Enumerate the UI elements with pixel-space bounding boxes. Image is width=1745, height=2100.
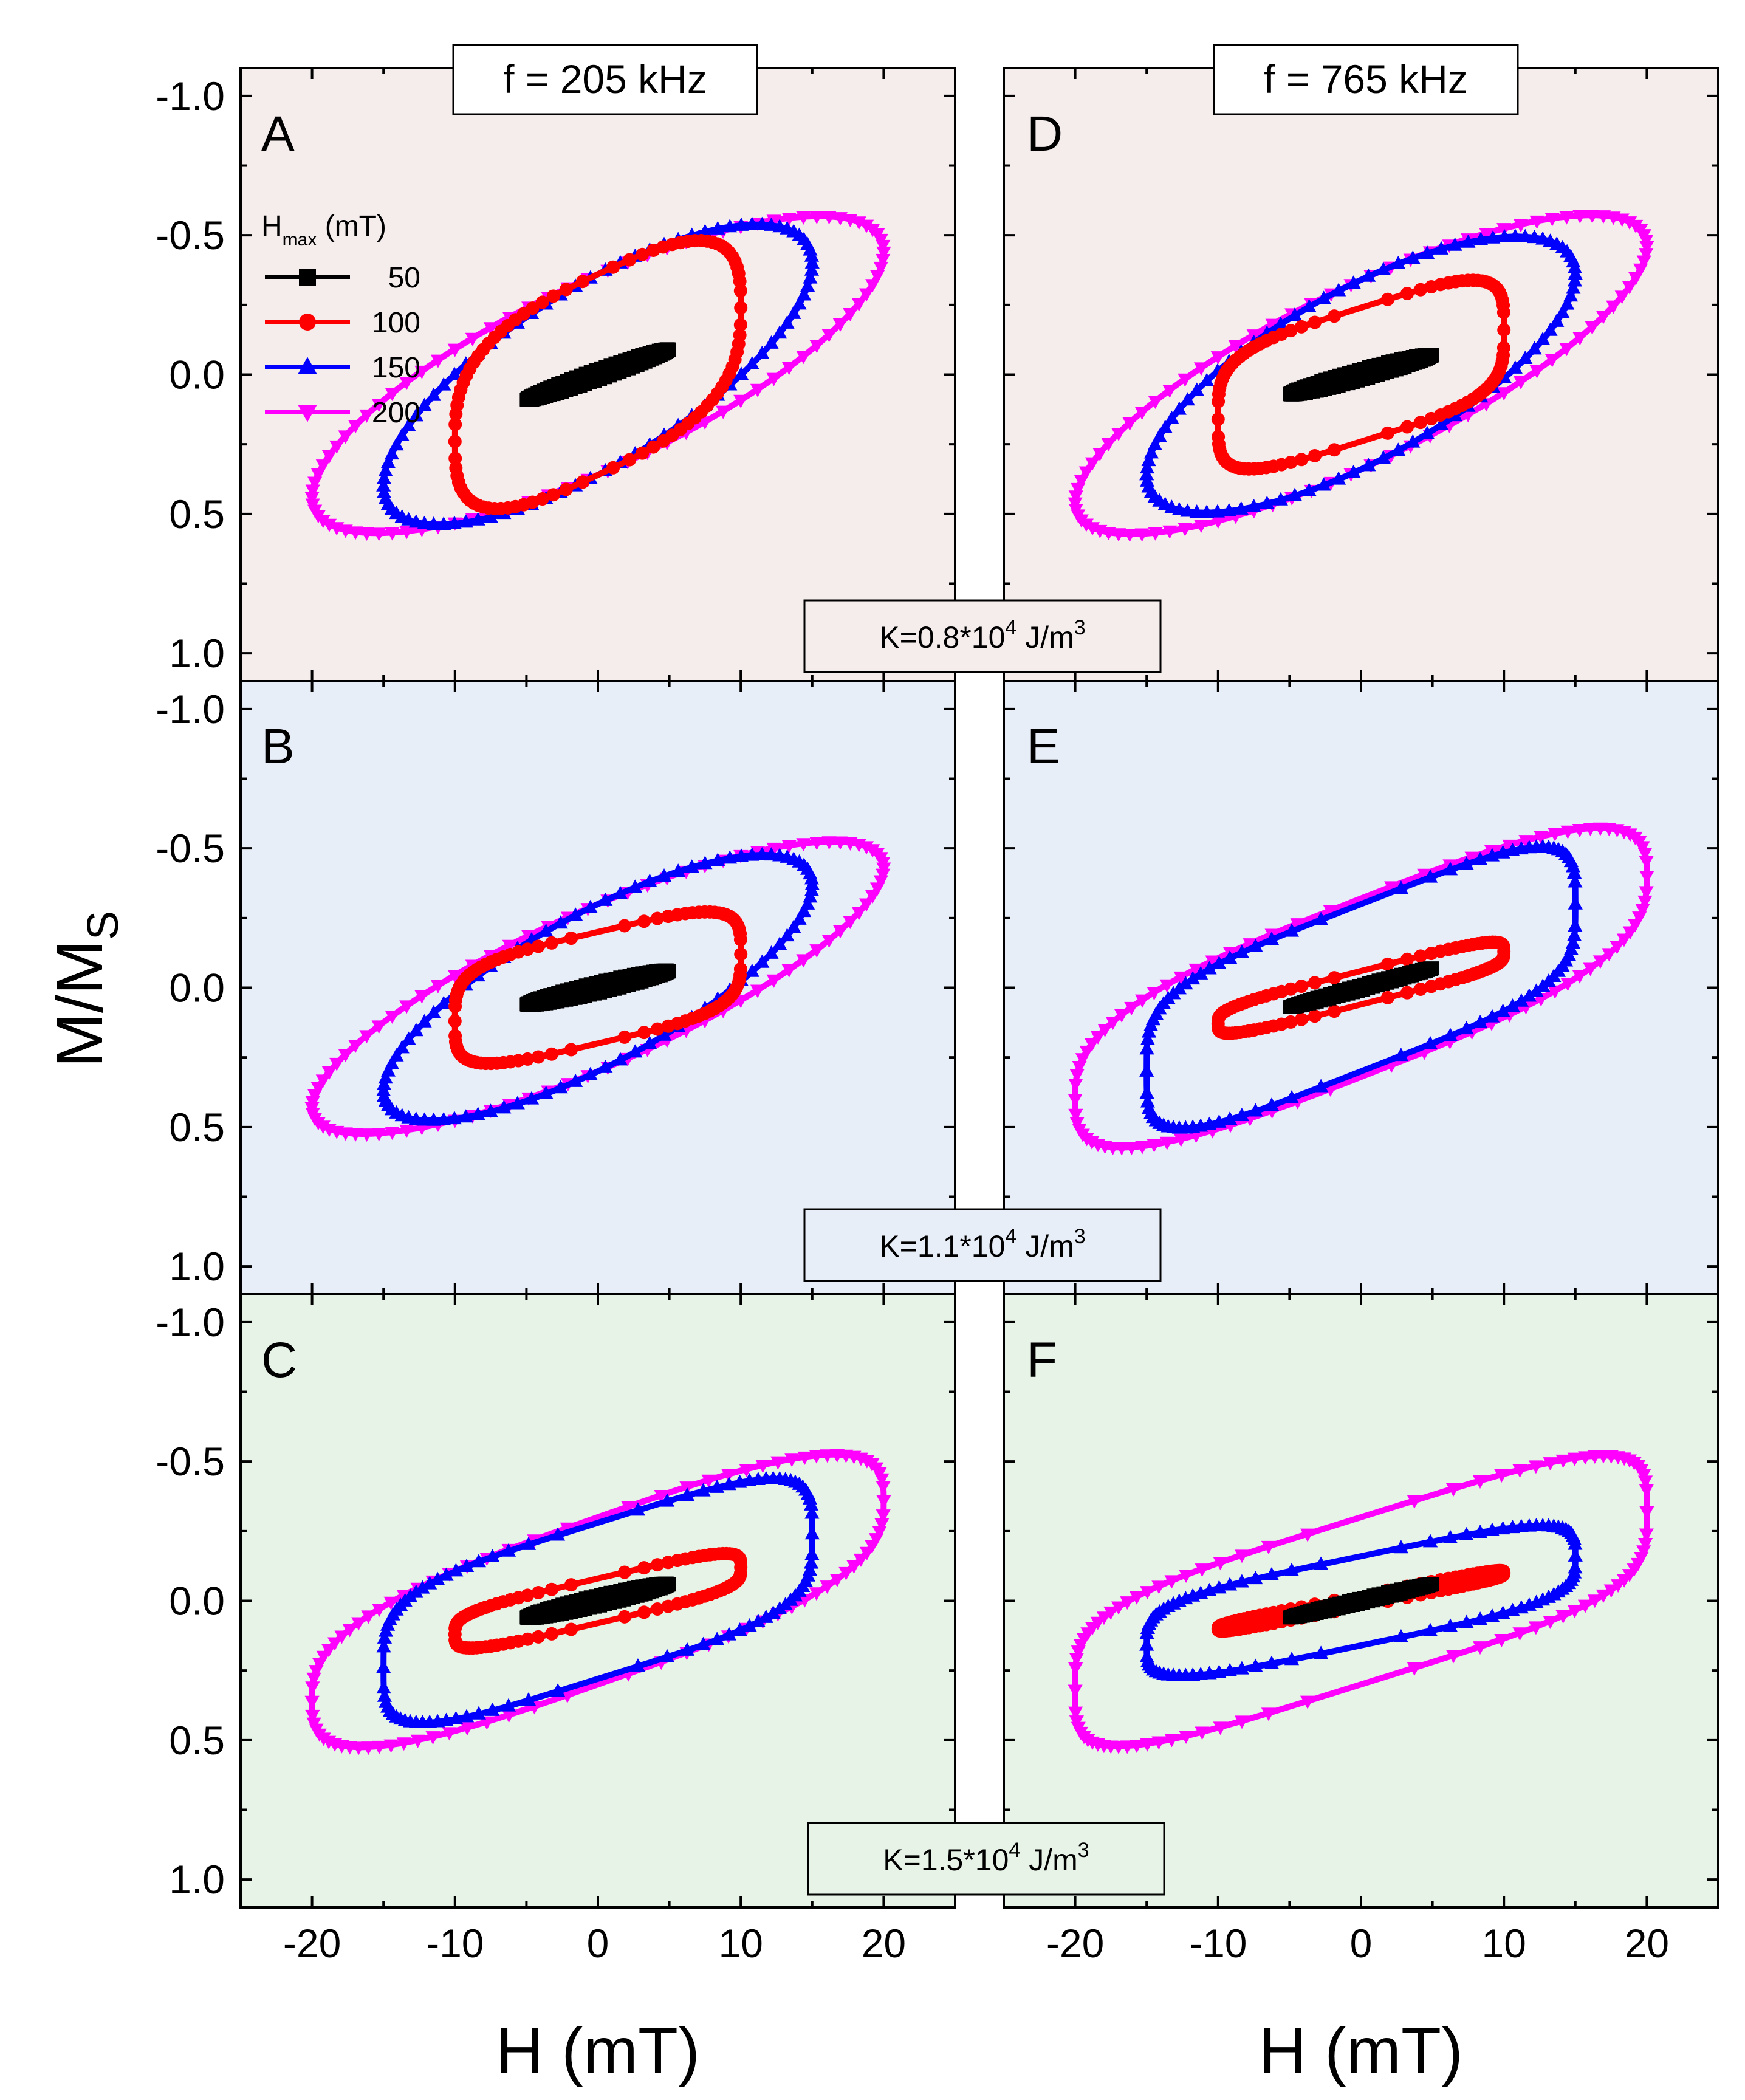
y-tick-label: 1.0 [169, 1857, 225, 1902]
panel-D-loops [1068, 210, 1654, 543]
panel-letter-F: F [1027, 1333, 1057, 1388]
legend-marker-100 [299, 314, 316, 331]
y-tick-label: 0.0 [169, 1579, 225, 1624]
x-tick-label: 0 [1350, 1921, 1373, 1966]
legend-label-200: 200 [372, 397, 420, 429]
frequency-text-left: f = 205 kHz [503, 57, 707, 101]
x-tick-label: 20 [1625, 1921, 1669, 1966]
y-tick-label: 1.0 [169, 631, 225, 676]
legend-marker-150 [298, 357, 317, 374]
legend-entries: 50 100 150 200 [265, 262, 420, 429]
panel-letter-C: C [261, 1333, 297, 1388]
panel-C-loops [304, 1449, 891, 1755]
y-tick-label: 0.0 [169, 352, 225, 397]
loop-A-50-markers [519, 342, 676, 407]
panel-E-loops [1068, 822, 1654, 1156]
y-tick-label: 0.0 [169, 966, 225, 1011]
loop-D-50-markers [1283, 348, 1439, 402]
x-tick-label: 10 [1481, 1921, 1526, 1966]
loop-C-100-markers [448, 1546, 748, 1655]
legend-label-150: 150 [372, 352, 420, 384]
panel-B-ticks [241, 681, 955, 1294]
frequency-label-right: f = 765 kHz [1213, 44, 1519, 115]
x-axis-title-left: H (mT) [496, 2014, 700, 2087]
panel-C-ticks [241, 1294, 955, 1907]
y-tick-label: 0.5 [169, 492, 225, 537]
y-tick-label: -0.5 [156, 1439, 225, 1484]
k-label-row3: K=1.5*104 J/m3 [807, 1822, 1165, 1896]
y-tick-label: -0.5 [156, 213, 225, 258]
x-tick-label: -10 [1189, 1921, 1247, 1966]
loop-B-100-markers [448, 905, 748, 1071]
y-tick-label: 0.5 [169, 1718, 225, 1763]
panel-B-loops [304, 836, 891, 1142]
loop-E-100-markers [1211, 935, 1511, 1040]
frequency-label-left: f = 205 kHz [452, 44, 758, 115]
y-tick-label: -1.0 [156, 1300, 225, 1345]
panel-E-ticks [1004, 681, 1718, 1294]
k-text-row3: K=1.5*104 J/m3 [883, 1839, 1089, 1877]
loop-E-50-markers [1283, 961, 1439, 1014]
panel-F-ticks [1004, 1294, 1718, 1907]
panel-letter-A: A [261, 106, 295, 162]
y-tick-label: -1.0 [156, 687, 225, 732]
x-tick-label: 20 [862, 1921, 906, 1966]
panel-letter-B: B [261, 719, 295, 774]
legend-marker-50 [299, 269, 316, 286]
panel-letter-E: E [1027, 719, 1060, 774]
loop-D-200-markers [1068, 210, 1654, 543]
y-tick-label: 0.5 [169, 1105, 225, 1150]
panel-A-loops [304, 210, 891, 541]
x-axis-title-right: H (mT) [1259, 2014, 1463, 2087]
k-label-row2: K=1.1*104 J/m3 [803, 1208, 1162, 1282]
k-text-row1: K=0.8*104 J/m3 [879, 616, 1085, 654]
x-tick-label: -10 [426, 1921, 484, 1966]
y-tick-label: 1.0 [169, 1244, 225, 1289]
panel-letter-D: D [1027, 106, 1063, 162]
loop-F-50-markers [1283, 1577, 1439, 1625]
axes-layer [239, 67, 1719, 1909]
loop-C-50-markers [519, 1576, 676, 1625]
loop-B-50-markers [519, 963, 676, 1012]
panel-F-loops [1068, 1450, 1654, 1754]
tick-labels: 1.0 0.5 0.0 -0.5 -1.0 1.0 0.5 0.0 -0.5 -1.0 1.0 0.5… [156, 74, 1669, 1966]
k-label-row1: K=0.8*104 J/m3 [803, 599, 1162, 673]
x-tick-label: 0 [587, 1921, 609, 1966]
y-axis-title: M/MS [43, 911, 128, 1068]
legend: Hmax (mT) 50 100 150 200 [261, 210, 420, 429]
frequency-text-right: f = 765 kHz [1264, 57, 1468, 101]
k-text-row2: K=1.1*104 J/m3 [879, 1225, 1085, 1263]
x-tick-label: -20 [1046, 1921, 1104, 1966]
legend-marker-200 [298, 405, 317, 422]
loops-layer [304, 210, 1654, 1755]
x-tick-label: 10 [718, 1921, 763, 1966]
y-tick-label: -1.0 [156, 74, 225, 118]
legend-label-50: 50 [388, 262, 420, 294]
legend-title: Hmax (mT) [261, 210, 386, 250]
legend-label-100: 100 [372, 307, 420, 339]
x-tick-label: -20 [283, 1921, 341, 1966]
loop-A-200-markers [304, 210, 891, 541]
y-tick-label: -0.5 [156, 826, 225, 871]
